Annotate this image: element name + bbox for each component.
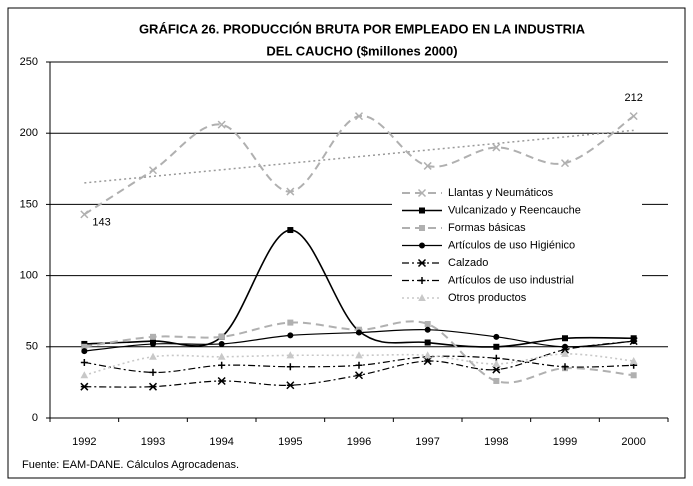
marker — [629, 356, 638, 365]
legend-label: Calzado — [448, 257, 488, 269]
x-tick-label: 1992 — [72, 436, 96, 448]
marker — [560, 345, 570, 354]
marker — [287, 332, 294, 339]
marker — [217, 352, 226, 360]
marker — [493, 333, 500, 340]
marker — [493, 343, 500, 350]
marker — [80, 210, 89, 219]
marker — [493, 377, 500, 384]
marker — [560, 159, 570, 168]
marker — [150, 340, 156, 347]
marker — [80, 382, 89, 391]
trendline — [84, 129, 634, 184]
marker — [492, 359, 501, 367]
marker — [286, 187, 295, 196]
marker — [217, 120, 226, 129]
source-note: Fuente: EAM-DANE. Cálculos Agrocadenas. — [22, 459, 239, 471]
marker — [217, 376, 226, 386]
chart-title: GRÁFICA 26. PRODUCCIÓN BRUTA POR EMPLEAD… — [139, 21, 586, 36]
marker — [419, 242, 425, 249]
marker — [354, 371, 364, 380]
y-tick-label: 50 — [26, 341, 38, 353]
marker — [149, 368, 157, 376]
marker — [424, 326, 431, 333]
marker — [419, 207, 425, 214]
legend: Llantas y Neumáticos Vulcanizado y Reenca… — [392, 182, 642, 310]
marker — [81, 348, 88, 355]
marker — [149, 352, 157, 360]
marker — [562, 335, 568, 342]
marker — [561, 349, 569, 357]
marker — [630, 372, 637, 379]
marker — [629, 337, 638, 346]
x-tick-label: 1999 — [553, 436, 577, 448]
marker — [629, 112, 638, 121]
marker — [287, 319, 294, 326]
marker — [492, 365, 501, 374]
legend-label: Llantas y Neumáticos — [448, 187, 554, 199]
marker — [418, 277, 426, 284]
legend-label: Artículos de uso Higiénico — [448, 239, 575, 251]
y-tick-label: 200 — [20, 127, 38, 139]
y-tick-label: 0 — [32, 412, 38, 424]
marker — [419, 225, 425, 231]
marker — [80, 358, 88, 366]
marker — [354, 112, 364, 121]
series-line — [83, 115, 635, 216]
marker — [423, 351, 432, 359]
marker — [218, 333, 225, 340]
marker — [356, 329, 362, 336]
marker — [286, 363, 294, 371]
marker — [287, 227, 294, 234]
data-label: 212 — [624, 92, 642, 104]
marker — [80, 371, 89, 379]
marker — [148, 166, 158, 175]
marker — [417, 258, 427, 268]
marker — [417, 188, 427, 198]
series-line — [84, 229, 634, 348]
marker — [148, 382, 158, 391]
marker — [355, 361, 363, 369]
marker — [218, 340, 225, 347]
y-tick-label: 250 — [20, 56, 38, 68]
marker — [423, 357, 432, 366]
series-line — [84, 353, 634, 377]
legend-label: Formas básicas — [448, 222, 526, 234]
marker — [355, 351, 363, 359]
marker — [418, 293, 426, 301]
marker — [286, 381, 295, 390]
marker — [423, 161, 432, 170]
marker — [286, 351, 295, 359]
x-tick-label: 1995 — [278, 436, 302, 448]
x-tick-label: 1996 — [347, 436, 371, 448]
legend-label: Vulcanizado y Reencauche — [448, 204, 581, 216]
data-label: 143 — [92, 216, 110, 228]
y-tick-label: 150 — [20, 198, 38, 210]
y-tick-label: 100 — [20, 270, 38, 282]
marker — [424, 321, 431, 328]
x-tick-label: 2000 — [621, 436, 645, 448]
marker — [561, 363, 569, 371]
legend-label: Otros productos — [448, 292, 527, 304]
x-tick-label: 1997 — [415, 436, 439, 448]
marker — [218, 361, 226, 369]
legend-label: Artículos de uso industrial — [448, 274, 574, 286]
marker — [424, 339, 431, 346]
x-tick-label: 1994 — [209, 436, 233, 448]
chart-subtitle: DEL CAUCHO ($millones 2000) — [266, 43, 457, 58]
x-tick-label: 1993 — [141, 436, 165, 448]
marker — [150, 333, 156, 340]
x-tick-label: 1998 — [484, 436, 508, 448]
marker — [492, 143, 501, 152]
